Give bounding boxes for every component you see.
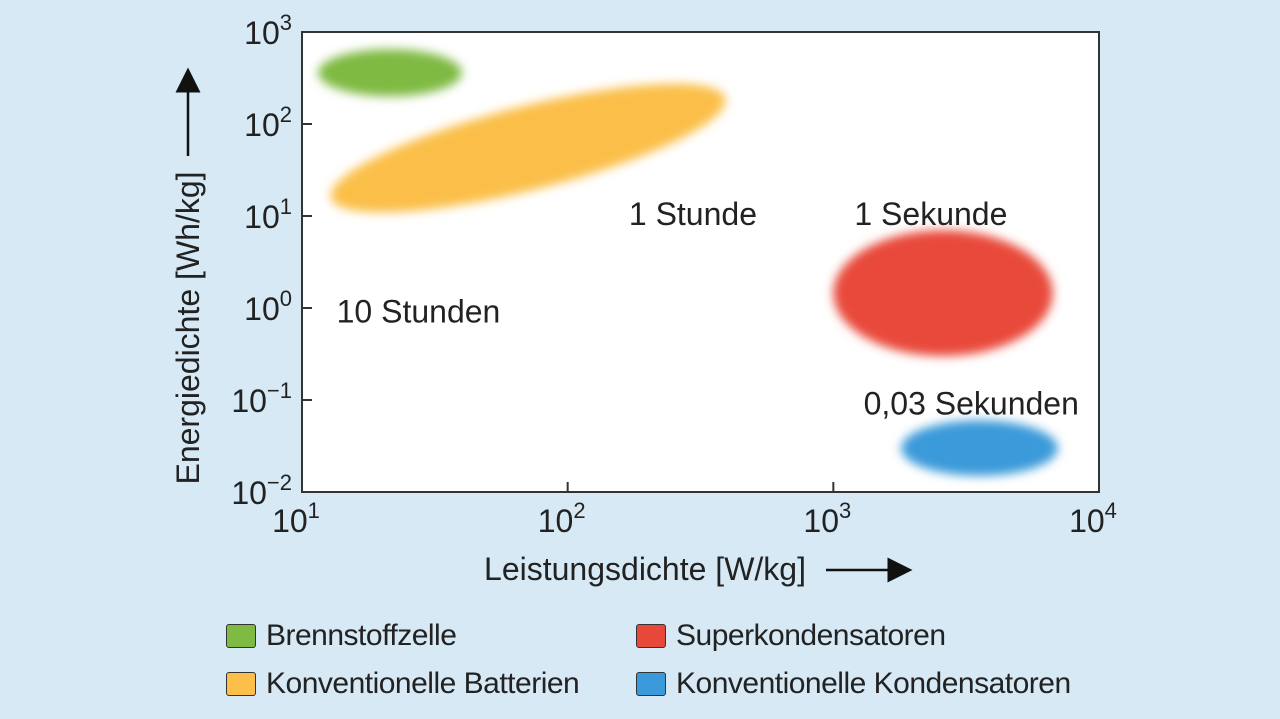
y-axis-label: Energiedichte [Wh/kg] (170, 171, 206, 484)
region-brennstoffzelle (318, 49, 462, 97)
y-tick-label: 10−1 (231, 378, 292, 419)
legend-label: Konventionelle Batterien (266, 667, 580, 700)
y-axis-ticks: 103 102 101 100 10−1 10−2 (231, 10, 312, 511)
y-tick-label: 102 (244, 102, 292, 143)
y-tick-label: 101 (244, 194, 292, 235)
legend-item-batterien: Konventionelle Batterien (226, 666, 636, 702)
legend-swatch-superkondensatoren (636, 624, 666, 648)
x-tick-label: 104 (1069, 498, 1117, 539)
x-axis-label: Leistungsdichte [W/kg] (484, 551, 806, 587)
legend-item-brennstoffzelle: Brennstoffzelle (226, 618, 636, 654)
legend-swatch-batterien (226, 672, 256, 696)
regions-layer (318, 49, 1058, 476)
y-tick-label: 103 (244, 10, 292, 51)
legend-item-kondensatoren: Konventionelle Kondensatoren (636, 666, 1106, 702)
x-axis-ticks: 101 102 103 104 (272, 482, 1117, 539)
legend: Brennstoffzelle Superkondensatoren Konve… (226, 618, 1106, 702)
x-tick-label: 102 (538, 498, 586, 539)
x-tick-label: 101 (272, 498, 320, 539)
annotation-label: 0,03 Sekunden (864, 385, 1079, 421)
annotation-label: 1 Sekunde (854, 196, 1007, 232)
legend-label: Superkondensatoren (676, 619, 946, 652)
annotation-label: 10 Stunden (337, 293, 501, 329)
y-tick-label: 10−2 (231, 470, 292, 511)
legend-swatch-kondensatoren (636, 672, 666, 696)
region-superkondensatoren (833, 230, 1053, 357)
legend-label: Konventionelle Kondensatoren (676, 667, 1071, 700)
legend-swatch-brennstoffzelle (226, 624, 256, 648)
legend-label: Brennstoffzelle (266, 619, 457, 652)
region-konventionelle-batterien (330, 83, 726, 213)
x-tick-label: 103 (803, 498, 851, 539)
y-tick-label: 100 (244, 286, 292, 327)
annotation-label: 1 Stunde (629, 196, 757, 232)
region-konventionelle-kondensatoren (901, 420, 1058, 476)
legend-item-superkondensatoren: Superkondensatoren (636, 618, 1106, 654)
annotations-layer: 10 Stunden 1 Stunde 1 Sekunde 0,03 Sekunden (337, 196, 1079, 421)
